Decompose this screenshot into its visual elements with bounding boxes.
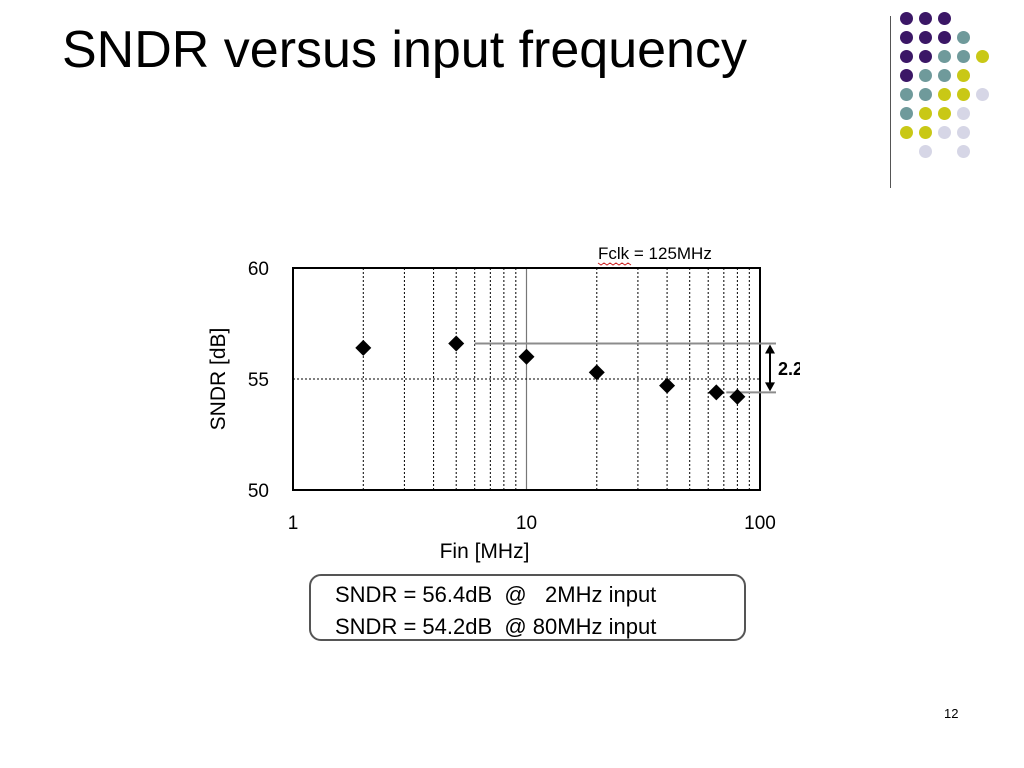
decorative-dot <box>938 31 951 44</box>
decorative-dot <box>900 12 913 25</box>
decorative-dot <box>957 107 970 120</box>
x-axis-label: Fin [MHz] <box>440 540 530 563</box>
y-axis-label: SNDR [dB] <box>207 328 230 431</box>
decorative-dot <box>938 50 951 63</box>
decorative-dot <box>938 107 951 120</box>
decorative-dot <box>900 50 913 63</box>
decorative-dot <box>938 12 951 25</box>
decorative-dot <box>957 31 970 44</box>
decorative-dot <box>938 69 951 82</box>
bracket-arrow-head-down <box>765 382 775 392</box>
x-tick-label: 1 <box>288 513 299 534</box>
decorative-dot <box>957 50 970 63</box>
summary-line-2mhz: SNDR = 56.4dB @ 2MHz input <box>335 582 657 607</box>
decorative-dot <box>938 126 951 139</box>
decorative-dot <box>919 69 932 82</box>
decorative-dot <box>919 12 932 25</box>
decorative-dot <box>938 88 951 101</box>
decorative-dot <box>900 107 913 120</box>
decorative-dot <box>957 126 970 139</box>
x-tick-label: 100 <box>744 513 776 534</box>
data-point <box>729 388 746 405</box>
decorative-dot <box>957 145 970 158</box>
data-point <box>708 384 725 401</box>
data-point <box>518 348 535 365</box>
summary-line-80mhz: SNDR = 54.2dB @ 80MHz input <box>335 614 657 639</box>
spellcheck-squiggle <box>597 262 632 266</box>
plot-area-frame <box>292 267 761 491</box>
decorative-dot <box>919 145 932 158</box>
data-point <box>588 364 605 381</box>
decorative-dot <box>976 88 989 101</box>
page-number: 12 <box>944 706 959 721</box>
fclk-annotation: Fclk = 125MHz <box>598 244 712 263</box>
data-point <box>659 377 676 394</box>
decorative-dot <box>900 69 913 82</box>
decorative-dot <box>957 69 970 82</box>
decorative-dot <box>900 31 913 44</box>
y-tick-label: 60 <box>248 259 269 280</box>
y-tick-label: 50 <box>248 481 269 502</box>
data-point <box>355 339 372 356</box>
y-tick-label: 55 <box>248 370 269 391</box>
bracket-label: 2.2dB <box>778 359 800 379</box>
sndr-chart: 2.2dB 1 10 100 50 55 60 Fin [MHz] SNDR [dB] Fclk … <box>207 244 800 563</box>
bracket-arrow-head-up <box>765 344 775 354</box>
slide-title: SNDR versus input frequency <box>62 21 747 79</box>
x-tick-label: 10 <box>516 513 537 534</box>
decorative-dot <box>919 50 932 63</box>
decorative-dot <box>919 126 932 139</box>
decorative-dot <box>919 88 932 101</box>
decorative-dot-grid <box>900 12 1020 172</box>
decorative-dot <box>976 50 989 63</box>
decorative-dot <box>900 88 913 101</box>
data-point <box>448 335 465 352</box>
decorative-divider <box>890 16 891 188</box>
decorative-dot <box>919 107 932 120</box>
sndr-summary-box: SNDR = 56.4dB @ 2MHz input SNDR = 54.2dB… <box>309 574 746 641</box>
decorative-dot <box>957 88 970 101</box>
decorative-dot <box>900 126 913 139</box>
decorative-dot <box>919 31 932 44</box>
